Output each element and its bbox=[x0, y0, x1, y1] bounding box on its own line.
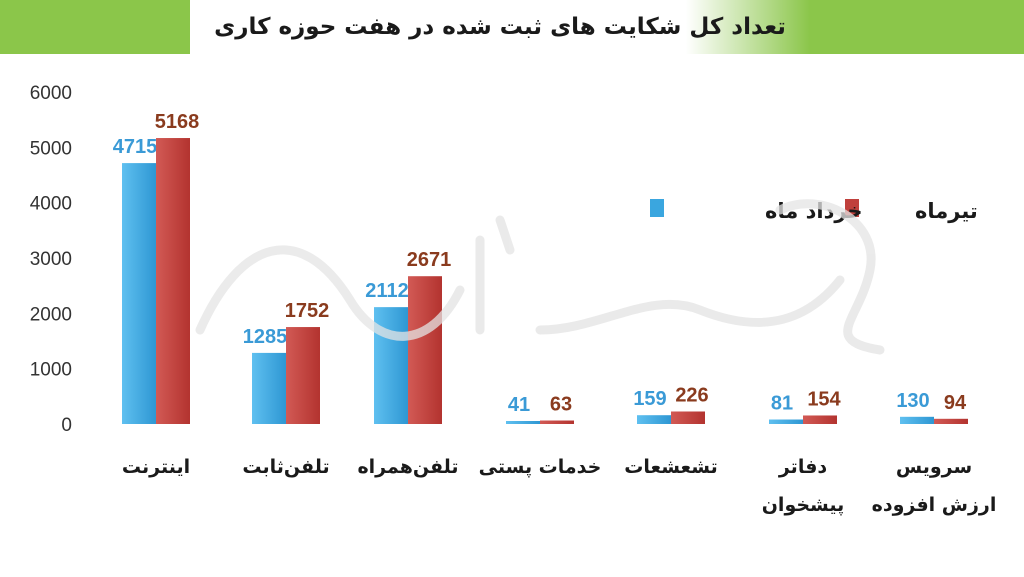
bar bbox=[286, 327, 320, 424]
y-tick-label: 1000 bbox=[30, 360, 72, 381]
legend-label: خرداد ماه bbox=[765, 199, 863, 223]
data-label: 1285 bbox=[243, 326, 288, 348]
bar bbox=[540, 420, 574, 424]
data-label: 130 bbox=[896, 390, 929, 412]
x-tick-label: خدمات پستی bbox=[479, 456, 602, 478]
x-tick-label: دفاتر bbox=[778, 456, 828, 478]
x-tick-label: ارزش افزوده bbox=[872, 494, 997, 516]
bar bbox=[769, 419, 803, 424]
data-label: 81 bbox=[771, 393, 793, 415]
y-tick-label: 0 bbox=[61, 415, 72, 436]
x-tick-label: تلفن‌همراه bbox=[357, 456, 458, 478]
data-label: 5168 bbox=[155, 111, 200, 133]
x-tick-label: اینترنت bbox=[122, 456, 190, 478]
data-label: 94 bbox=[944, 392, 967, 414]
bar bbox=[252, 352, 286, 424]
x-tick-label: پیشخوان bbox=[762, 494, 845, 516]
data-label: 159 bbox=[633, 388, 666, 410]
y-tick-label: 5000 bbox=[30, 138, 72, 159]
data-label: 2112 bbox=[365, 280, 408, 302]
data-label: 154 bbox=[807, 388, 841, 410]
bar bbox=[803, 415, 837, 424]
data-label: 1752 bbox=[285, 300, 330, 322]
y-tick-label: 4000 bbox=[30, 194, 72, 215]
bar bbox=[671, 411, 705, 424]
data-label: 226 bbox=[675, 384, 708, 406]
bar bbox=[506, 421, 540, 424]
legend-label: تیرماه bbox=[915, 199, 978, 223]
x-tick-label: تشعشعات bbox=[624, 456, 717, 478]
data-label: 63 bbox=[550, 394, 572, 416]
data-label: 4715 bbox=[113, 136, 158, 158]
bar bbox=[122, 163, 156, 424]
y-tick-label: 6000 bbox=[30, 83, 72, 104]
data-label: 2671 bbox=[407, 249, 452, 271]
bar-chart: 0 1000 2000 3000 4000 5000 6000 4715 5168 اینترنت… bbox=[30, 83, 997, 516]
bar bbox=[934, 418, 968, 424]
data-label: 41 bbox=[508, 394, 530, 416]
y-tick-label: 3000 bbox=[30, 249, 72, 270]
legend-swatch bbox=[650, 199, 664, 217]
bar bbox=[408, 276, 442, 424]
bar bbox=[637, 415, 671, 424]
y-tick-label: 2000 bbox=[30, 304, 72, 325]
title-box bbox=[190, 0, 810, 54]
chart-title: تعداد کل شکایت های ثبت شده در هفت حوزه ک… bbox=[214, 14, 786, 40]
bar bbox=[156, 138, 190, 424]
bar bbox=[374, 307, 408, 424]
bar bbox=[900, 416, 934, 424]
x-tick-label: سرویس bbox=[896, 456, 972, 478]
x-tick-label: تلفن‌ثابت bbox=[242, 456, 329, 478]
